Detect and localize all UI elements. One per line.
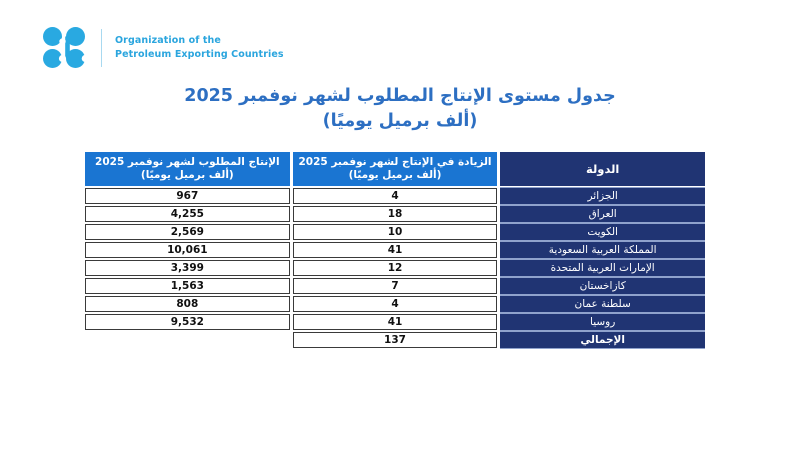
column-increase-header: الزيادة في الإنتاج لشهر نوفمبر 2025 (ألف… <box>292 152 498 186</box>
production-cell: 4,255 <box>84 206 290 222</box>
country-cell: الإمارات العربية المتحدة <box>500 260 705 276</box>
increase-cell: 10 <box>292 224 498 240</box>
page-title-line2: (ألف برميل يوميًا) <box>322 111 478 132</box>
column-production: الإنتاج المطلوب لشهر نوفمبر 2025 (ألف بر… <box>84 152 290 348</box>
country-cell: المملكة العربية السعودية <box>500 242 705 258</box>
brand-text-line1: Organization of the <box>115 34 221 46</box>
brand-header: Organization of the Petroleum Exporting … <box>42 26 284 70</box>
increase-cell: 7 <box>292 278 498 294</box>
page-title-line1: جدول مستوى الإنتاج المطلوب لشهر نوفمبر 2… <box>184 86 616 106</box>
column-production-header: الإنتاج المطلوب لشهر نوفمبر 2025 (ألف بر… <box>84 152 290 186</box>
production-cell: 2,569 <box>84 224 290 240</box>
column-increase-header-line1: الزيادة في الإنتاج لشهر نوفمبر 2025 <box>298 155 492 168</box>
column-increase-header-line2: (ألف برميل يوميًا) <box>348 169 442 181</box>
production-cell: 3,399 <box>84 260 290 276</box>
increase-cell: 12 <box>292 260 498 276</box>
opec-logo-icon <box>43 27 88 68</box>
brand-divider <box>101 29 102 67</box>
column-country-header: الدولة <box>500 152 705 186</box>
production-table: الدولة الجزائر العراق الكويت المملكة الع… <box>84 152 705 348</box>
production-cell: 10,061 <box>84 242 290 258</box>
increase-cell: 4 <box>292 188 498 204</box>
brand-text-line2: Petroleum Exporting Countries <box>115 49 284 60</box>
production-cell: 967 <box>84 188 290 204</box>
column-production-header-line1: الإنتاج المطلوب لشهر نوفمبر 2025 <box>95 155 280 168</box>
brand-text: Organization of the Petroleum Exporting … <box>115 34 284 63</box>
increase-cell: 18 <box>292 206 498 222</box>
increase-cell: 4 <box>292 296 498 312</box>
country-cell: العراق <box>500 206 705 222</box>
column-increase: الزيادة في الإنتاج لشهر نوفمبر 2025 (ألف… <box>292 152 498 348</box>
increase-cell: 41 <box>292 242 498 258</box>
country-cell: روسيا <box>500 314 705 330</box>
column-country: الدولة الجزائر العراق الكويت المملكة الع… <box>500 152 705 348</box>
country-cell: سلطنة عمان <box>500 296 705 312</box>
production-cell: 9,532 <box>84 314 290 330</box>
country-cell: الكويت <box>500 224 705 240</box>
production-cell: 1,563 <box>84 278 290 294</box>
country-cell: الجزائر <box>500 188 705 204</box>
page-title: جدول مستوى الإنتاج المطلوب لشهر نوفمبر 2… <box>0 84 800 135</box>
column-production-header-line2: (ألف برميل يوميًا) <box>140 169 234 181</box>
increase-cell: 41 <box>292 314 498 330</box>
total-increase-cell: 137 <box>292 332 498 348</box>
total-label-cell: الإجمالي <box>500 332 705 348</box>
production-cell: 808 <box>84 296 290 312</box>
country-cell: كازاخستان <box>500 278 705 294</box>
